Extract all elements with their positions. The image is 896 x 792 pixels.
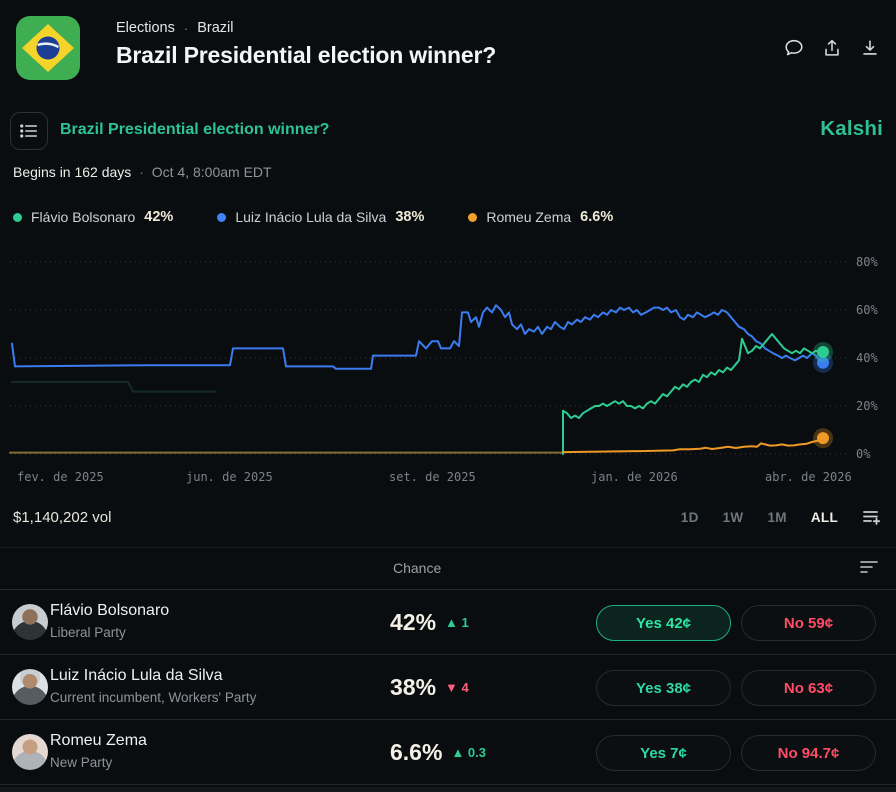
x-axis-tick: abr. de 2026 <box>765 470 852 484</box>
chart-legend: Flávio Bolsonaro 42% Luiz Inácio Lula da… <box>13 209 613 225</box>
begins-separator: · <box>139 164 144 180</box>
brazil-flag-icon <box>16 16 80 80</box>
range-1d[interactable]: 1D <box>680 509 699 525</box>
breadcrumb-page[interactable]: Brazil <box>197 20 234 36</box>
legend-value: 6.6% <box>580 209 614 225</box>
candidate-name: Romeu Zema <box>50 732 147 749</box>
market-list-button[interactable] <box>10 112 48 150</box>
download-icon[interactable] <box>858 36 882 60</box>
candidate-name: Luiz Inácio Lula da Silva <box>50 667 223 684</box>
range-1m[interactable]: 1M <box>767 509 787 525</box>
begins-line: Begins in 162 days · Oct 4, 8:00am EDT <box>13 164 272 180</box>
outcomes-table: Chance Flávio Bolsonaro Liberal Party 42… <box>0 547 896 785</box>
legend-dot-orange <box>468 212 478 222</box>
header-actions <box>782 36 882 60</box>
breadcrumb-section[interactable]: Elections <box>116 20 175 36</box>
candidate-name: Flávio Bolsonaro <box>50 602 170 619</box>
legend-item-flavio-bolsonaro[interactable]: Flávio Bolsonaro 42% <box>13 209 173 225</box>
legend-name: Romeu Zema <box>486 209 572 225</box>
avatar <box>12 604 48 640</box>
chance-column-header: Chance <box>393 560 442 576</box>
no-button[interactable]: No 63¢ <box>741 670 876 706</box>
share-icon[interactable] <box>820 36 844 60</box>
begins-countdown: Begins in 162 days <box>13 164 132 180</box>
range-all[interactable]: ALL <box>810 509 838 525</box>
legend-item-romeu-zema[interactable]: Romeu Zema 6.6% <box>468 209 613 225</box>
yes-button[interactable]: Yes 42¢ <box>596 605 731 641</box>
chance-value: 6.6% <box>390 738 443 765</box>
no-button[interactable]: No 59¢ <box>741 605 876 641</box>
range-1w[interactable]: 1W <box>722 509 744 525</box>
legend-value: 42% <box>144 209 174 225</box>
chance-delta: ▼ 4 <box>445 679 469 695</box>
no-button[interactable]: No 94.7¢ <box>741 735 876 771</box>
x-axis-tick: set. de 2025 <box>389 470 476 484</box>
avatar <box>12 669 48 705</box>
chance-cell: 6.6% ▲ 0.3 <box>390 720 486 784</box>
y-axis-tick: 0% <box>856 447 871 461</box>
begins-datetime: Oct 4, 8:00am EDT <box>151 164 272 180</box>
yes-button[interactable]: Yes 7¢ <box>596 735 731 771</box>
table-row: Luiz Inácio Lula da Silva Current incumb… <box>0 655 896 720</box>
playlist-add-icon[interactable] <box>862 507 882 527</box>
yes-button[interactable]: Yes 38¢ <box>596 670 731 706</box>
x-axis-tick: jun. de 2025 <box>186 470 273 484</box>
table-row: Romeu Zema New Party 6.6% ▲ 0.3 Yes 7¢ N… <box>0 720 896 785</box>
chance-cell: 38% ▼ 4 <box>390 655 469 719</box>
y-axis-tick: 20% <box>856 399 878 413</box>
chance-delta: ▲ 1 <box>445 614 469 630</box>
market-title[interactable]: Brazil Presidential election winner? <box>60 121 330 138</box>
sort-icon[interactable] <box>860 560 878 579</box>
legend-dot-blue <box>217 212 227 222</box>
y-axis-tick: 80% <box>856 255 878 269</box>
avatar <box>12 734 48 770</box>
y-axis-tick: 60% <box>856 303 878 317</box>
candidate-subtitle: Current incumbent, Workers' Party <box>50 690 257 705</box>
x-axis-tick: fev. de 2025 <box>17 470 104 484</box>
breadcrumb: Elections · Brazil <box>116 20 233 36</box>
x-axis-tick: jan. de 2026 <box>591 470 678 484</box>
breadcrumb-separator: · <box>183 20 189 36</box>
chance-delta: ▲ 0.3 <box>451 744 486 760</box>
chance-value: 38% <box>390 673 437 700</box>
candidate-subtitle: Liberal Party <box>50 625 126 640</box>
candidate-subtitle: New Party <box>50 755 113 770</box>
chance-value: 42% <box>390 608 437 635</box>
time-range-selector: 1D 1W 1M ALL <box>681 507 882 527</box>
legend-dot-green <box>13 212 22 222</box>
scrollbar-track[interactable] <box>0 787 896 792</box>
kalshi-logo: Kalshi <box>820 117 883 140</box>
comment-icon[interactable] <box>782 36 806 60</box>
price-chart[interactable] <box>0 248 896 460</box>
page-title: Brazil Presidential election winner? <box>116 42 497 68</box>
legend-value: 38% <box>395 209 425 225</box>
table-header: Chance <box>0 548 896 590</box>
legend-item-lula[interactable]: Luiz Inácio Lula da Silva 38% <box>217 209 424 225</box>
legend-name: Flávio Bolsonaro <box>31 209 136 225</box>
volume-label: $1,140,202 vol <box>13 509 112 526</box>
table-row: Flávio Bolsonaro Liberal Party 42% ▲ 1 Y… <box>0 590 896 655</box>
y-axis-tick: 40% <box>856 351 878 365</box>
list-icon <box>20 124 38 138</box>
chance-cell: 42% ▲ 1 <box>390 590 469 654</box>
legend-name: Luiz Inácio Lula da Silva <box>235 209 387 225</box>
